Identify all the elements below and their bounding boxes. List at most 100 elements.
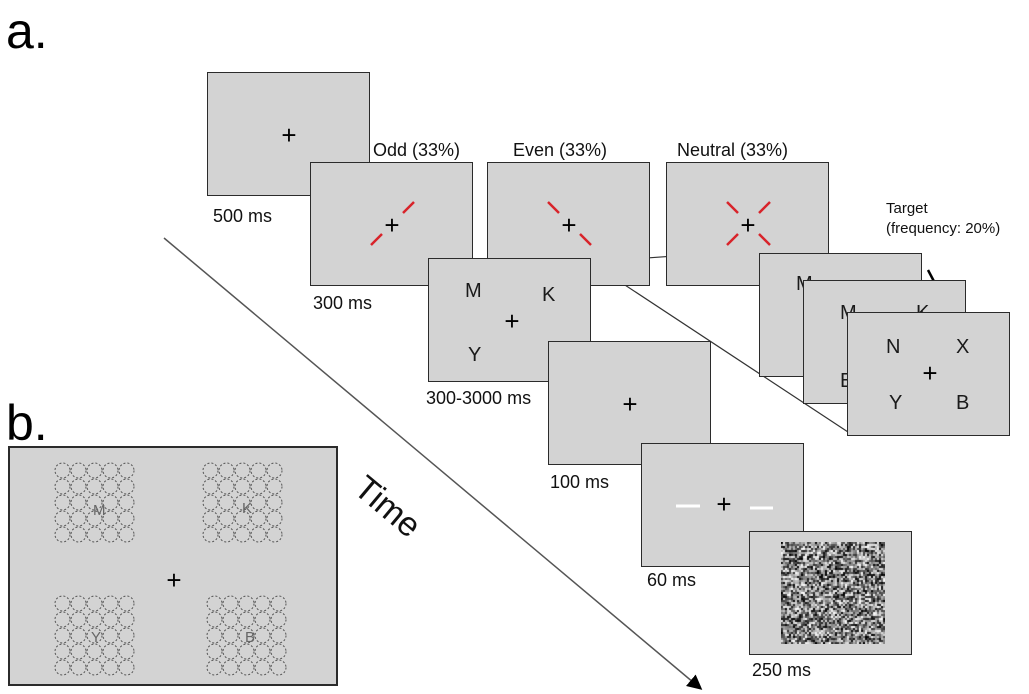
placeholder-circle xyxy=(70,510,87,527)
duration-mask: 250 ms xyxy=(752,660,812,680)
target-letter-bottom-right: B xyxy=(956,392,970,414)
placeholder-circle xyxy=(270,627,287,644)
time-arrow xyxy=(163,237,703,690)
placeholder-circle xyxy=(102,643,119,660)
search-cross: + xyxy=(504,306,520,336)
placeholder-circle xyxy=(54,611,71,628)
placeholder-circle xyxy=(202,510,219,527)
target-letter-bottom-left: Y xyxy=(889,392,903,414)
placeholder-circle xyxy=(250,462,267,479)
placeholder-circle xyxy=(234,510,251,527)
placeholder-circle xyxy=(70,611,87,628)
placeholder-circle xyxy=(238,643,255,660)
panel-label-a: a. xyxy=(6,3,48,59)
placeholder-letter-top-left: M xyxy=(93,502,106,519)
search-letter-top-right: K xyxy=(542,284,556,306)
placeholder-circle xyxy=(238,627,255,644)
cue-label-neutral: Neutral (33%) xyxy=(677,140,789,160)
placeholder-circle xyxy=(222,643,239,660)
placeholder-circle xyxy=(54,510,71,527)
placeholder-circle xyxy=(102,510,119,527)
placeholder-circle xyxy=(206,659,223,676)
placeholder-circle xyxy=(102,478,119,495)
placeholder-circle xyxy=(270,611,287,628)
target-letter-top-right: X xyxy=(956,336,970,358)
placeholder-circle xyxy=(70,595,87,612)
placeholder-circle xyxy=(206,643,223,660)
cue-odd-cross: + xyxy=(384,210,400,240)
placeholder-circle xyxy=(222,595,239,612)
placeholder-circle xyxy=(254,611,271,628)
duration-search: 300-3000 ms xyxy=(426,388,532,408)
placeholder-circle xyxy=(86,595,103,612)
placeholder-circle xyxy=(102,611,119,628)
placeholder-circle xyxy=(202,526,219,543)
placeholder-circle xyxy=(70,478,87,495)
placeholder-circle xyxy=(266,510,283,527)
noise-mask xyxy=(781,542,885,644)
placeholder-circle xyxy=(266,478,283,495)
panel-label-b: b. xyxy=(6,395,48,451)
duration-fixation: 500 ms xyxy=(213,206,273,226)
placeholder-circle xyxy=(254,627,271,644)
placeholder-circle xyxy=(118,595,135,612)
placeholder-circle xyxy=(238,595,255,612)
placeholder-circle xyxy=(118,627,135,644)
fixation-cross: + xyxy=(281,120,297,150)
placeholder-circle xyxy=(86,478,103,495)
placeholder-circle xyxy=(266,526,283,543)
placeholder-circle xyxy=(86,526,103,543)
placeholder-circle xyxy=(254,659,271,676)
search-letter-bottom-left: Y xyxy=(468,344,482,366)
cue-even-marks xyxy=(547,201,592,246)
placeholder-circle-arrays xyxy=(54,462,287,676)
placeholder-circle xyxy=(118,526,135,543)
placeholder-circle xyxy=(206,595,223,612)
placeholder-circle xyxy=(54,462,71,479)
placeholder-circle xyxy=(254,643,271,660)
placeholder-circle xyxy=(234,526,251,543)
search-letter-top-left: M xyxy=(465,280,482,302)
placeholder-circle xyxy=(254,595,271,612)
placeholder-circle xyxy=(54,478,71,495)
placeholder-circle xyxy=(102,462,119,479)
placeholder-display: M K Y B + xyxy=(8,446,338,686)
placeholder-circle xyxy=(70,643,87,660)
placeholder-circle xyxy=(218,478,235,495)
placeholder-circle xyxy=(118,659,135,676)
placeholder-circle xyxy=(86,510,103,527)
placeholder-circle xyxy=(86,462,103,479)
placeholder-circle xyxy=(54,526,71,543)
placeholder-letter-bottom-left: Y xyxy=(91,629,102,646)
placeholder-circle xyxy=(102,627,119,644)
placeholder-circle xyxy=(70,659,87,676)
placeholder-circle xyxy=(218,462,235,479)
target-letter-top-left: N xyxy=(886,336,901,358)
placeholder-cross: + xyxy=(166,565,182,595)
placeholder-circle xyxy=(102,659,119,676)
placeholder-circle xyxy=(70,462,87,479)
placeholder-circle xyxy=(54,595,71,612)
placeholder-circle xyxy=(54,627,71,644)
duration-probe: 60 ms xyxy=(647,570,697,590)
placeholder-circle xyxy=(270,595,287,612)
placeholder-circle xyxy=(250,478,267,495)
placeholder-circle xyxy=(234,478,251,495)
placeholder-circle xyxy=(206,611,223,628)
placeholder-circle xyxy=(102,526,119,543)
placeholder-circle xyxy=(118,611,135,628)
placeholder-letter-bottom-right: B xyxy=(245,629,256,646)
placeholder-circle xyxy=(118,643,135,660)
placeholder-circle xyxy=(70,494,87,511)
placeholder-circle xyxy=(70,526,87,543)
placeholder-circle xyxy=(218,526,235,543)
placeholder-circle xyxy=(234,462,251,479)
placeholder-circle xyxy=(218,494,235,511)
placeholder-circle xyxy=(270,659,287,676)
duration-blank: 100 ms xyxy=(550,472,610,492)
placeholder-circle xyxy=(222,627,239,644)
placeholder-circle xyxy=(238,659,255,676)
placeholder-circle xyxy=(70,627,87,644)
probe-lines xyxy=(676,504,773,510)
